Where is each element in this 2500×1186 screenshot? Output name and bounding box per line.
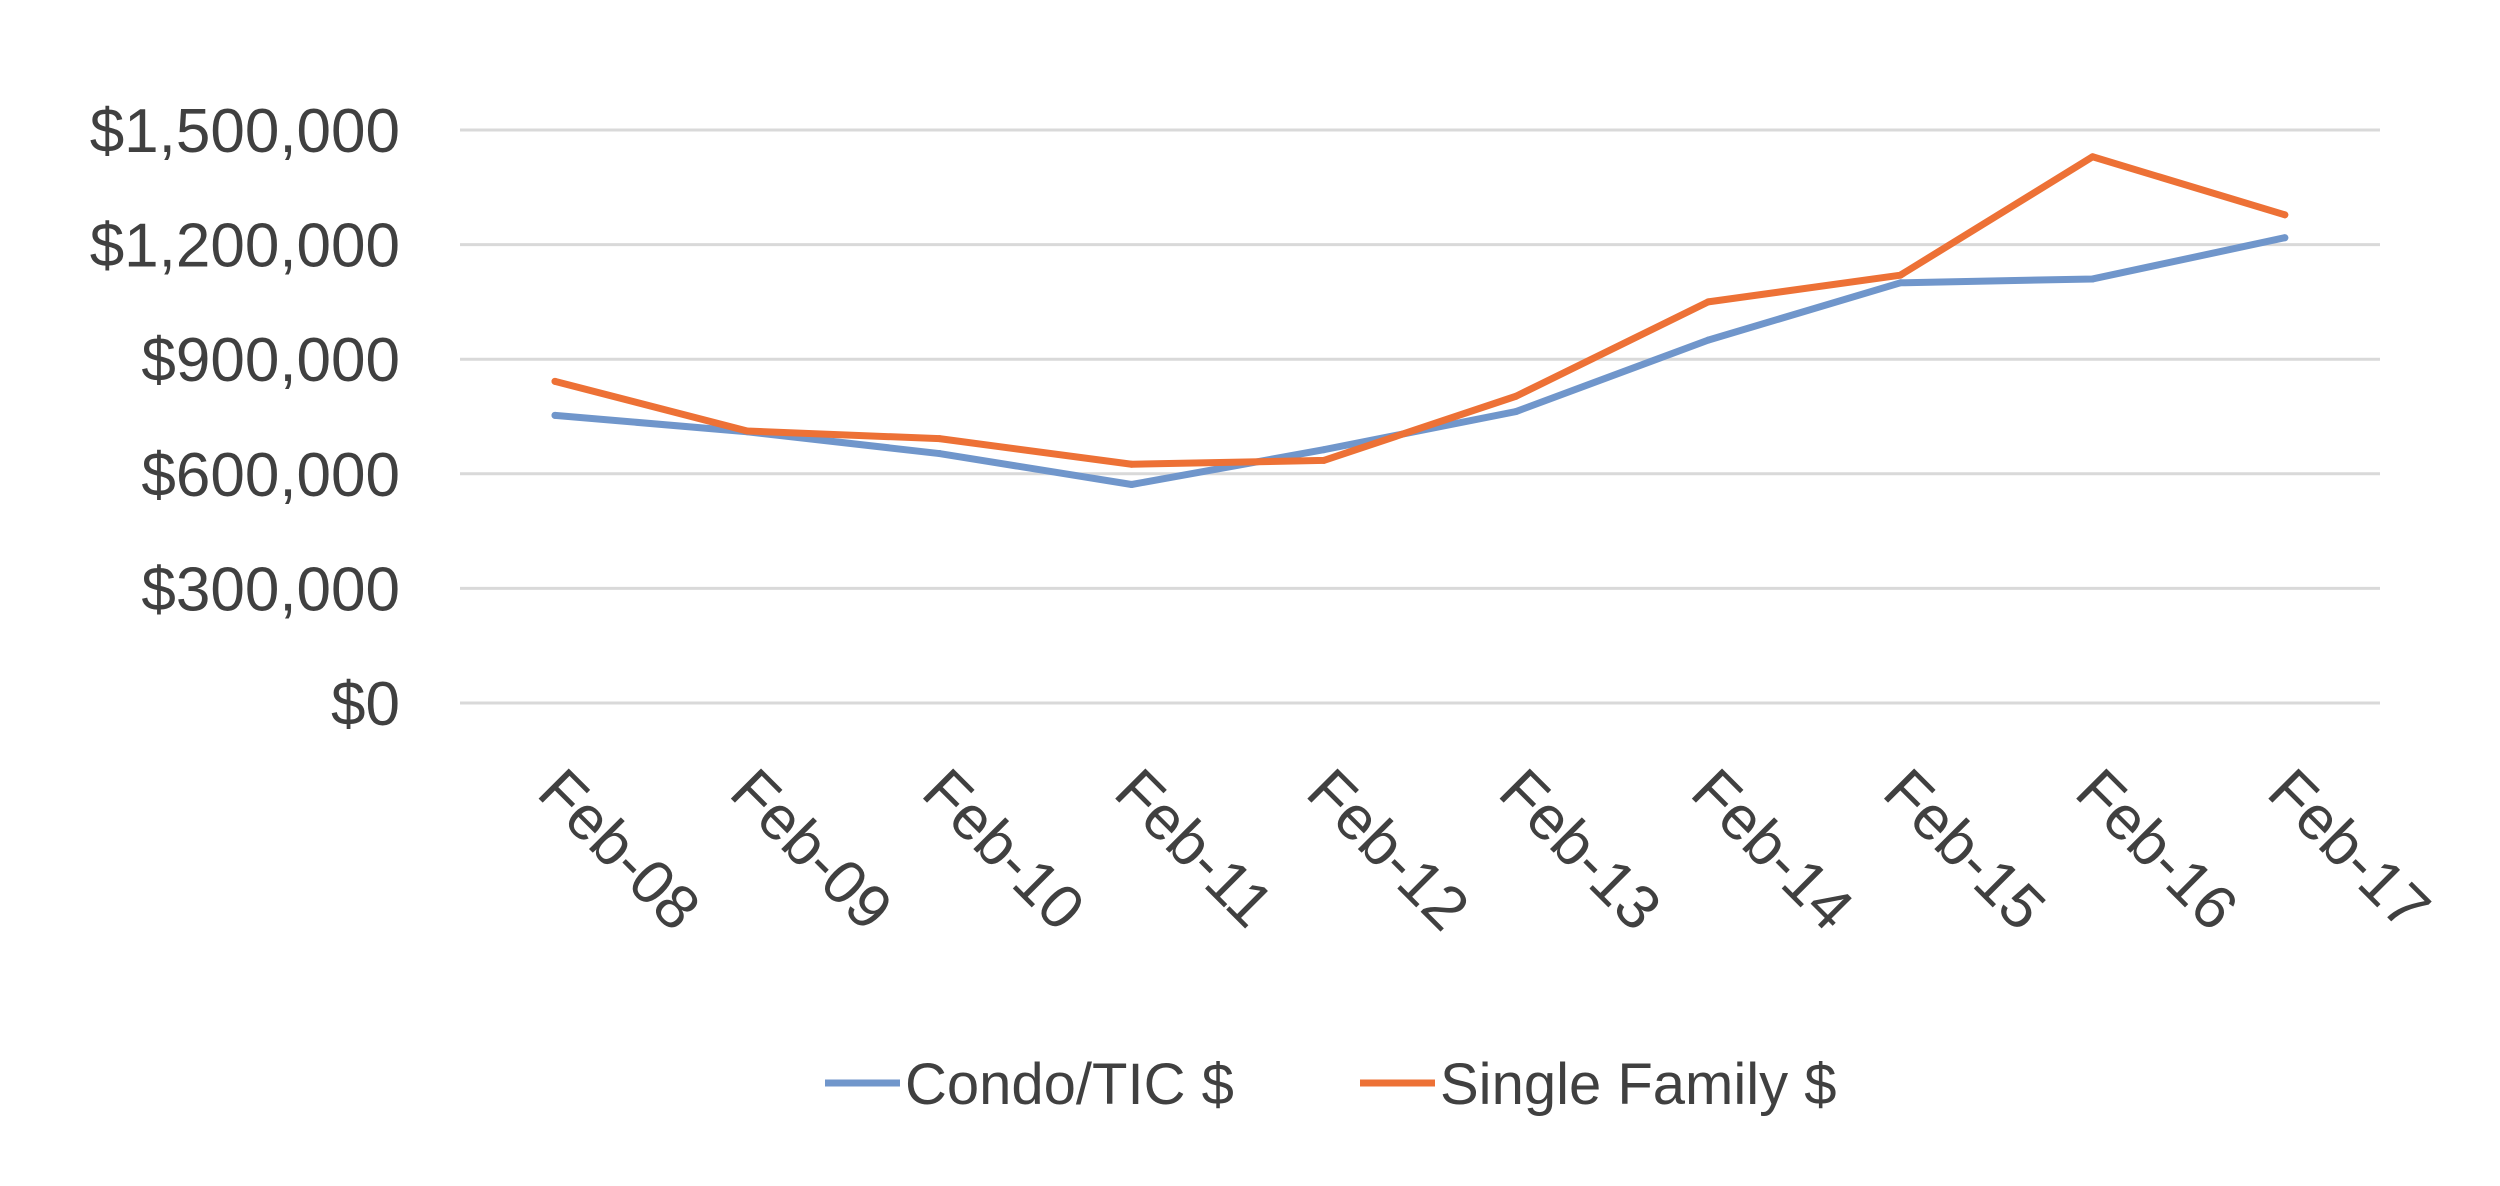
series-1-point (1128, 460, 1136, 468)
y-axis-ticks: $0 $300,000 $600,000 $900,000 $1,200,000 $1,5… (90, 97, 400, 739)
y-tick-label: $0 (331, 670, 400, 739)
series-1-point (1320, 456, 1328, 464)
series-1-point (2089, 153, 2097, 161)
series-1-point (935, 435, 943, 443)
series-0-point (935, 450, 943, 458)
x-tick-label: Feb-11 (1102, 756, 1286, 940)
series-0-point (1896, 279, 1904, 287)
x-tick-label: Feb-16 (2063, 756, 2251, 944)
y-tick-label: $300,000 (141, 555, 400, 624)
series-1-point (551, 377, 559, 385)
series-0-point (551, 411, 559, 419)
series-0-point (1128, 480, 1136, 488)
gridlines (460, 128, 2380, 705)
x-tick-label: Feb-12 (1294, 756, 1482, 944)
series-1-point (1704, 298, 1712, 306)
legend-label-0: Condo/TIC $ (905, 1052, 1234, 1117)
x-tick-label: Feb-10 (910, 756, 1098, 944)
series-0-point (2089, 275, 2097, 283)
x-tick-label: Feb-17 (2255, 756, 2443, 944)
y-tick-label: $600,000 (141, 441, 400, 510)
x-tick-label: Feb-09 (717, 756, 905, 944)
x-tick-label: Feb-08 (525, 756, 713, 944)
x-axis-ticks: Feb-08 Feb-09 Feb-10 Feb-11 Feb-12 Feb-13 Feb-… (525, 756, 2443, 944)
y-tick-label: $900,000 (141, 326, 400, 395)
legend: Condo/TIC $ Single Family $ (825, 1052, 1836, 1117)
legend-label-1: Single Family $ (1440, 1052, 1836, 1117)
series-1-point (2281, 211, 2289, 219)
y-tick-label: $1,200,000 (90, 212, 400, 281)
series-1-point (743, 427, 751, 435)
series-line-0 (551, 234, 2289, 488)
x-tick-label: Feb-14 (1678, 756, 1866, 944)
x-tick-label: Feb-15 (1871, 756, 2059, 944)
series-0-point (2281, 234, 2289, 242)
series-0-point (1320, 446, 1328, 454)
series-line-1 (551, 153, 2289, 468)
y-tick-label: $1,500,000 (90, 97, 400, 166)
x-tick-label: Feb-13 (1486, 756, 1674, 944)
series-0-point (1512, 408, 1520, 416)
series-1-point (1896, 271, 1904, 279)
series-1-point (1512, 392, 1520, 400)
series-0-point (1704, 336, 1712, 344)
series-lines (551, 153, 2289, 488)
